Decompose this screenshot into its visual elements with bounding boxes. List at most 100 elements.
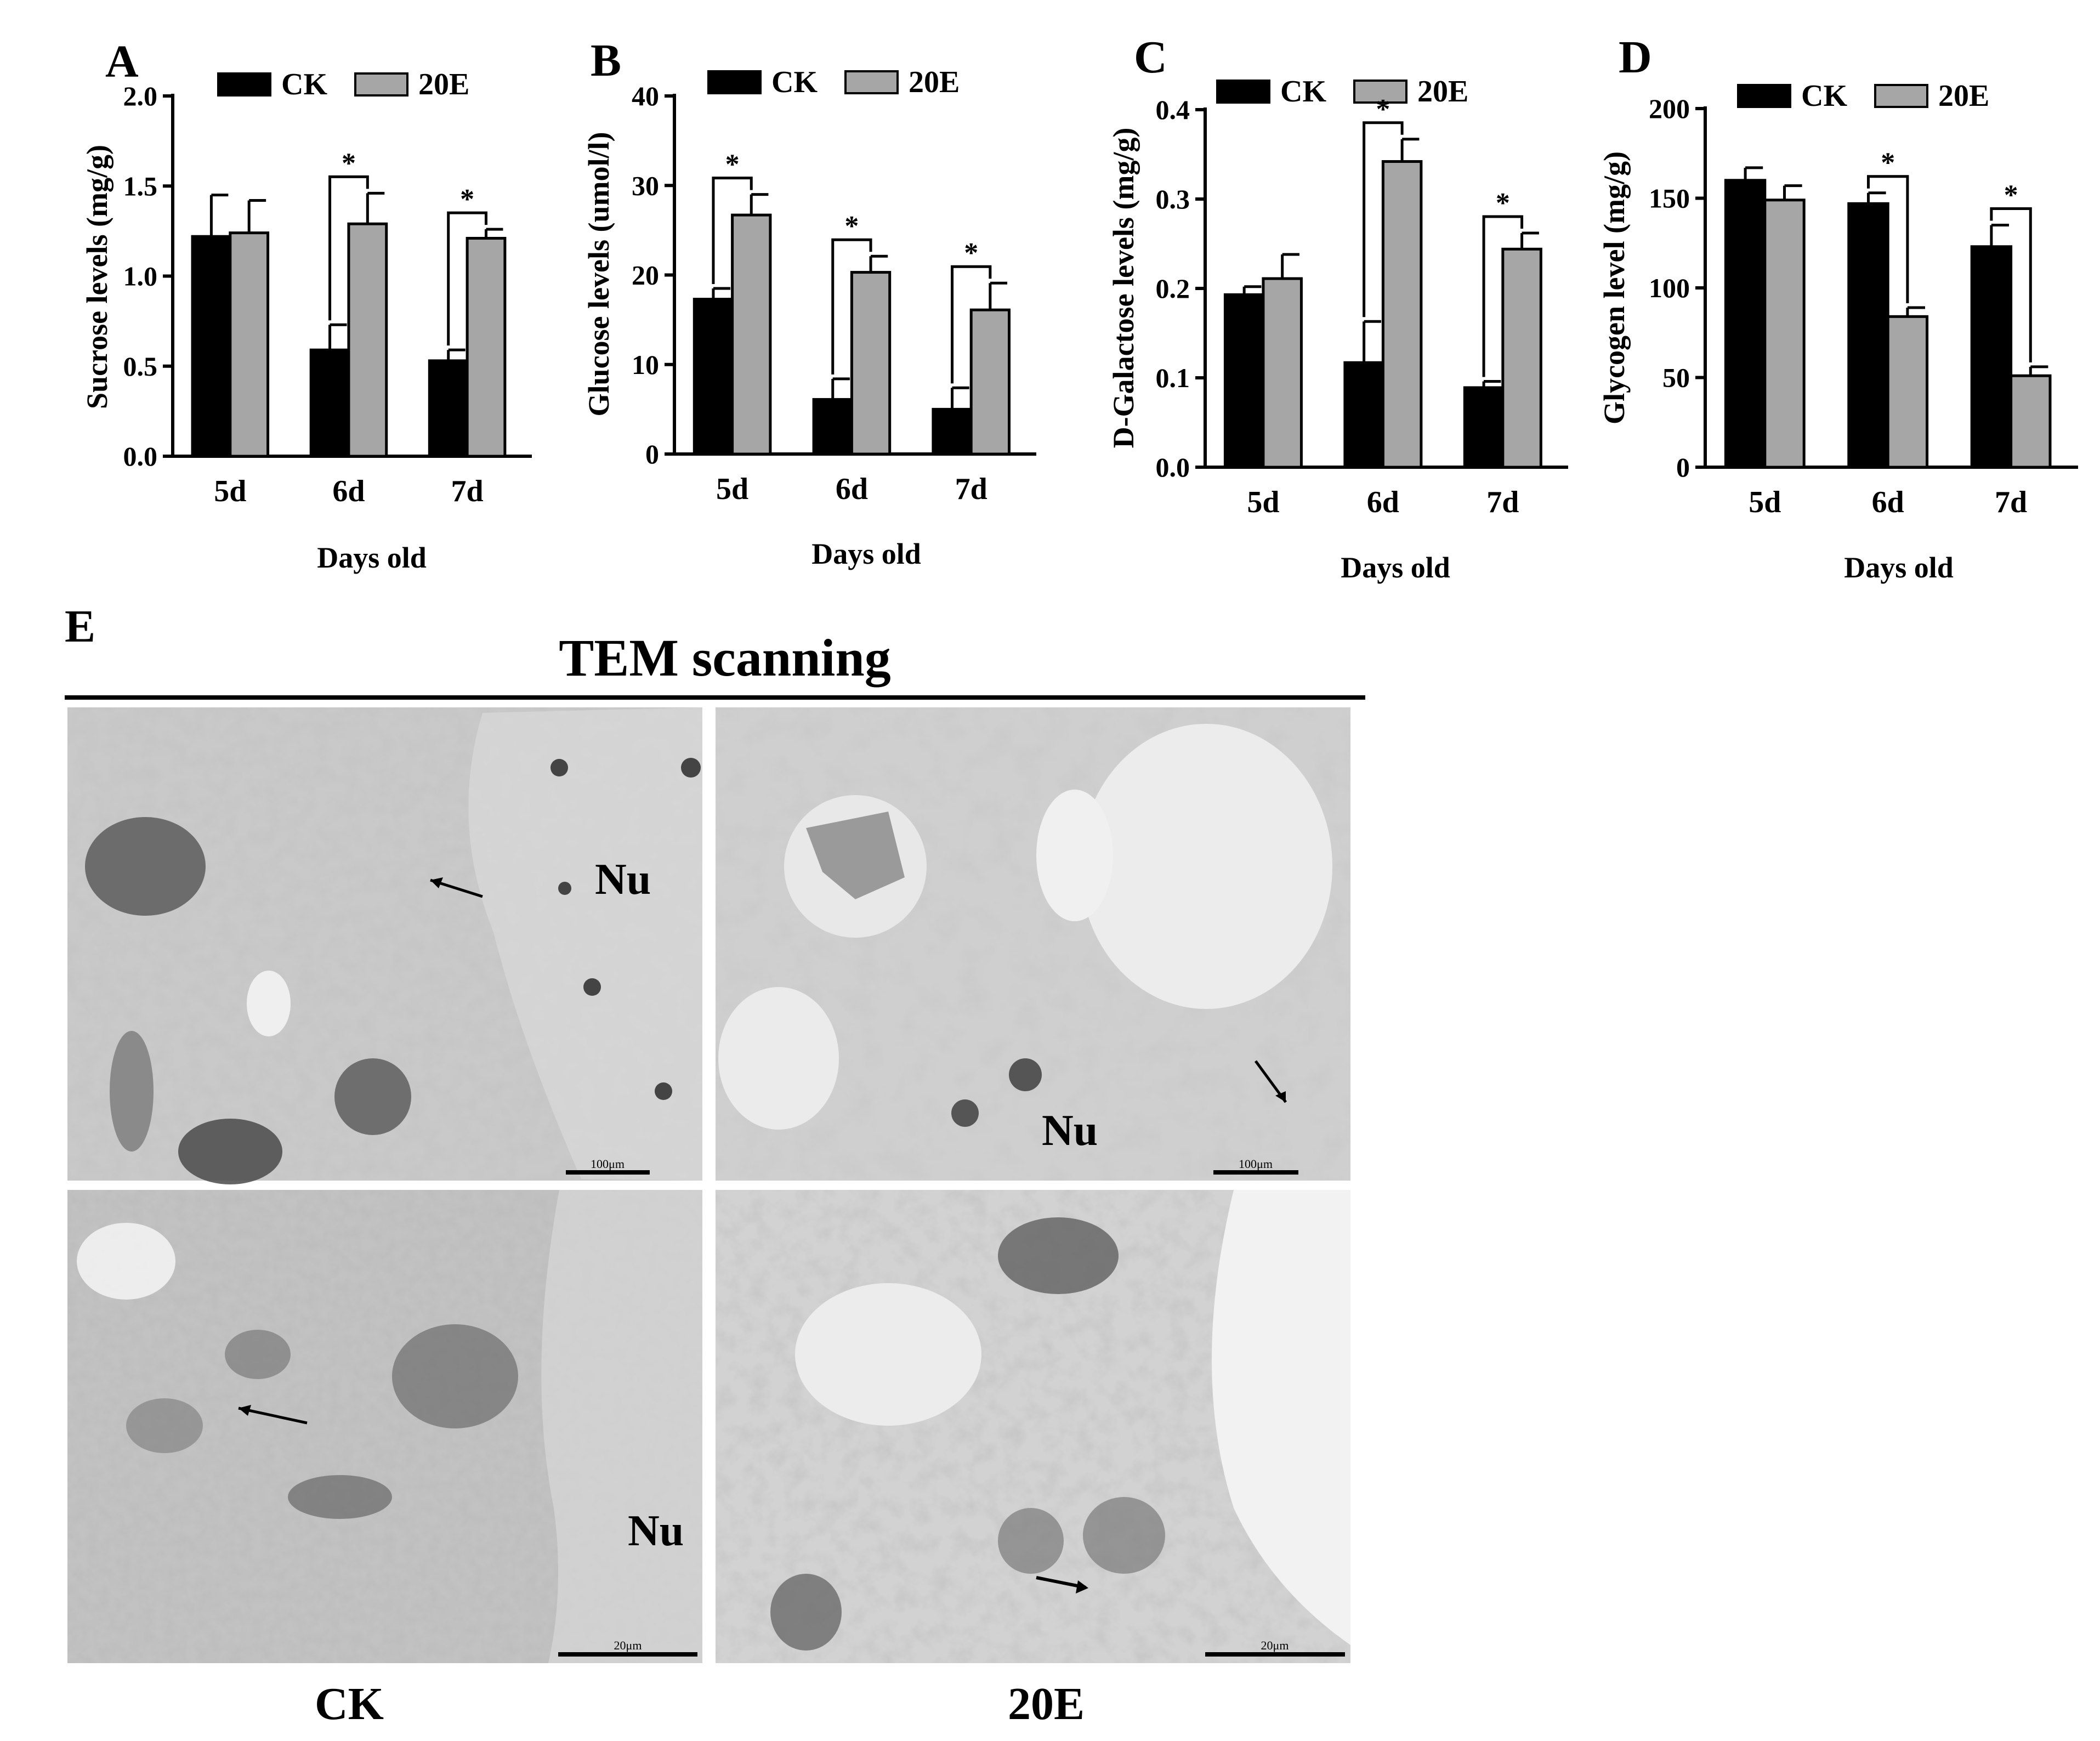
bar-20e-7d: [2010, 374, 2052, 469]
legend-label-ck: CK: [771, 65, 818, 99]
legend-swatch-ck: [217, 72, 271, 97]
y-tick-label: 50: [1662, 362, 1690, 393]
legend-swatch-ck: [707, 70, 762, 94]
x-tick-label: 5d: [1749, 485, 1781, 519]
panel-e-tem: E TEM scanning Nu 100μm: [65, 601, 1365, 1729]
y-axis-title: Sucrose levels (mg/g): [81, 145, 113, 409]
significance-star: *: [1881, 148, 1895, 179]
panel-letter-e: E: [65, 601, 95, 652]
significance-star: *: [460, 184, 474, 215]
column-label-ck: CK: [315, 1678, 384, 1729]
bar-20e-6d: [850, 271, 892, 456]
panel-letter-c: C: [1134, 32, 1167, 83]
chart-panel-c: C 0.0 0.1 0.2 0.3 0.4 D-Galactose levels (mg/g…: [1107, 32, 1568, 584]
nucleus-label: Nu: [628, 1507, 684, 1555]
legend-swatch-ck: [1216, 80, 1270, 104]
panel-letter-b: B: [591, 35, 621, 86]
y-tick-label: 0.0: [123, 441, 158, 472]
legend-label-ck: CK: [281, 67, 327, 101]
x-axis-title: Days old: [811, 537, 921, 570]
legend-label-20e: 20E: [909, 65, 960, 99]
y-tick-label: 30: [632, 170, 659, 201]
x-axis-title: Days old: [317, 541, 427, 574]
significance-star: *: [2004, 180, 2018, 211]
y-tick-label: 0.0: [1156, 452, 1190, 483]
scale-label: 20μm: [614, 1638, 642, 1652]
y-tick-label: 0.5: [123, 351, 158, 382]
legend-label-20e: 20E: [1938, 79, 1989, 113]
y-tick-label: 0.2: [1156, 273, 1190, 304]
tem-image-20e-low-mag: Nu 100μm: [716, 707, 1350, 1181]
y-tick-label: 0.4: [1156, 94, 1190, 125]
y-tick-label: 200: [1649, 93, 1690, 124]
y-axis-title: Glycogen level (mg/g): [1598, 151, 1631, 424]
chart-panel-a: A 0.0 0.5 1.0 1.5 2.0 Sucrose levels (mg/g) Day…: [81, 36, 532, 574]
x-tick-label: 6d: [1367, 485, 1399, 519]
y-axis-title: Glucose levels (umol/l): [582, 132, 615, 417]
column-label-20e: 20E: [1008, 1678, 1085, 1729]
significance-bracket: [1990, 207, 2032, 362]
bar-ck-7d: [1970, 245, 2013, 469]
tem-image-ck-low-mag: Nu 100μm: [67, 707, 702, 1184]
nucleus-label: Nu: [1042, 1107, 1098, 1155]
tem-title: TEM scanning: [559, 628, 890, 687]
panel-letter-a: A: [105, 36, 139, 87]
legend-swatch-20e: [354, 72, 408, 97]
x-axis-title: Days old: [1341, 551, 1450, 584]
legend-label-ck: CK: [1801, 79, 1847, 113]
x-tick-label: 6d: [1872, 485, 1904, 519]
y-tick-label: 1.5: [123, 171, 158, 201]
y-tick-label: 0.3: [1156, 184, 1190, 214]
x-tick-label: 7d: [955, 472, 987, 506]
x-tick-label: 6d: [332, 474, 365, 508]
significance-bracket: [951, 265, 992, 384]
bar-20e-7d: [969, 308, 1011, 456]
bar-ck-7d: [1463, 386, 1505, 469]
legend-swatch-20e: [1874, 84, 1928, 108]
arrow-icon: [238, 1407, 308, 1425]
legend-swatch-20e: [844, 70, 899, 94]
legend-swatch-ck: [1737, 84, 1791, 108]
scale-label: 100μm: [591, 1157, 625, 1171]
y-tick-label: 20: [632, 260, 659, 291]
bar-ck-6d: [1847, 202, 1889, 469]
bar-20e-7d: [1501, 247, 1542, 469]
bar-ck-7d: [932, 407, 973, 456]
significance-bracket: [328, 175, 369, 321]
x-tick-label: 6d: [836, 472, 868, 506]
significance-star: *: [1496, 188, 1510, 219]
nucleus-label: Nu: [595, 855, 651, 904]
bar-ck-5d: [1223, 293, 1265, 469]
bar-ck-5d: [1724, 179, 1767, 469]
x-tick-label: 5d: [214, 474, 246, 508]
bar-20e-5d: [1262, 277, 1303, 469]
bar-20e-6d: [1381, 160, 1423, 469]
chart-panel-d: D 0 50 100 150 200 Glycogen level (mg/g) Days o…: [1598, 32, 2078, 584]
y-axis-title: D-Galactose levels (mg/g): [1107, 128, 1140, 449]
bar-ck-6d: [309, 348, 350, 458]
bar-20e-6d: [347, 222, 388, 458]
significance-bracket: [1482, 215, 1524, 377]
y-tick-label: 0.1: [1156, 362, 1190, 393]
bar-20e-5d: [229, 231, 270, 458]
bar-ck-5d: [693, 298, 734, 456]
x-tick-label: 7d: [1486, 485, 1519, 519]
y-tick-label: 2.0: [123, 81, 158, 111]
y-tick-label: 40: [632, 81, 659, 111]
panel-letter-d: D: [1619, 32, 1652, 83]
x-tick-label: 5d: [716, 472, 748, 506]
significance-star: *: [342, 148, 356, 179]
y-tick-label: 10: [632, 349, 659, 380]
bar-20e-6d: [1886, 315, 1929, 469]
x-tick-label: 7d: [451, 474, 484, 508]
chart-panel-b: B 0 10 20 30 40 Glucose levels (umol/l) Days ol…: [582, 35, 1036, 570]
scale-label: 100μm: [1239, 1157, 1273, 1171]
significance-bracket: [831, 238, 872, 375]
tem-image-ck-high-mag: Nu 20μm: [67, 1190, 702, 1663]
bar-20e-7d: [466, 237, 507, 458]
bar-20e-5d: [1763, 199, 1806, 469]
significance-bracket: [1363, 121, 1404, 317]
x-tick-label: 5d: [1247, 485, 1279, 519]
bar-ck-6d: [812, 398, 853, 456]
